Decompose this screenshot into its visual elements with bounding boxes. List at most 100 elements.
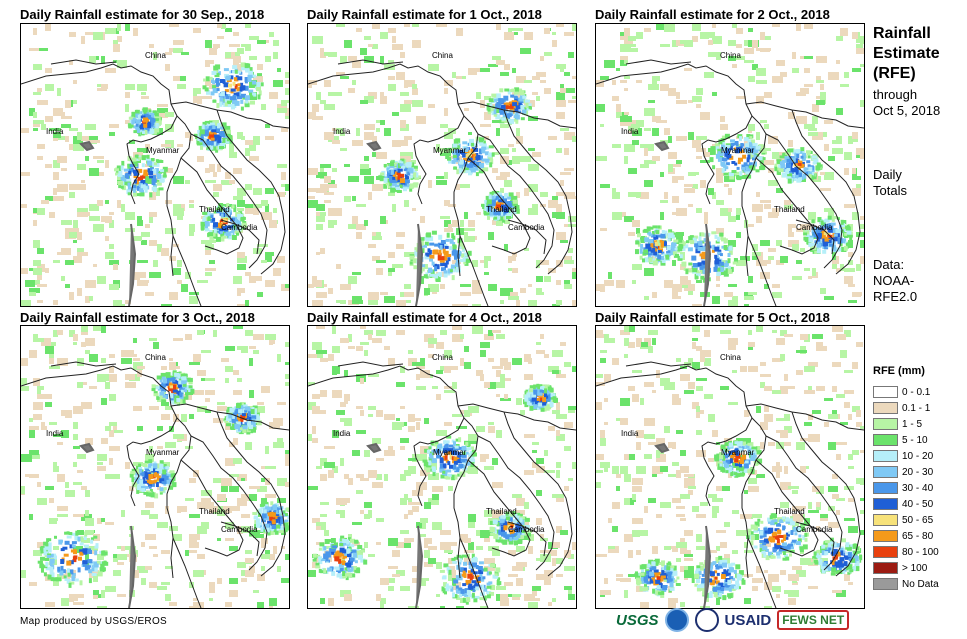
rainfall-cell: [632, 140, 639, 145]
rainfall-cell: [792, 68, 799, 73]
rainfall-cell: [760, 272, 770, 279]
rainfall-cell: [476, 212, 481, 215]
rainfall-cell: [269, 338, 275, 344]
rainfall-cell: [516, 76, 526, 83]
rainfall-cell: [316, 326, 325, 329]
rainfall-cell: [308, 188, 316, 192]
country-border: [170, 403, 289, 431]
rainfall-cell: [380, 92, 384, 96]
rainfall-cell: [231, 228, 236, 232]
rainfall-cell: [504, 394, 508, 399]
rainfall-cell: [285, 454, 289, 462]
rainfall-cell: [147, 466, 151, 470]
rainfall-cell: [29, 418, 33, 422]
rainfall-cell: [426, 252, 432, 257]
rainfall-cell: [137, 168, 143, 173]
rainfall-cell: [717, 267, 721, 272]
rainfall-cell: [711, 249, 715, 253]
rainfall-cell: [29, 426, 39, 430]
rainfall-cell: [513, 199, 518, 204]
rainfall-cell: [324, 52, 329, 56]
rainfall-cell: [150, 118, 156, 123]
rainfall-cell: [400, 104, 411, 112]
rainfall-cell: [848, 300, 857, 303]
rainfall-cell: [137, 366, 145, 369]
rainfall-cell: [782, 159, 787, 163]
rainfall-cell: [245, 204, 253, 208]
rainfall-cell: [256, 416, 260, 420]
rainfall-cell: [464, 261, 469, 266]
rainfall-cell: [43, 551, 49, 556]
rainfall-cell: [564, 280, 570, 284]
rainfall-cell: [348, 176, 359, 182]
no-data-area: [654, 140, 712, 306]
rainfall-cell: [179, 399, 183, 404]
rainfall-cell: [518, 88, 522, 92]
rainfall-cell: [797, 162, 802, 166]
rainfall-cell: [468, 138, 474, 143]
rainfall-cell: [837, 240, 842, 245]
rainfall-cell: [21, 386, 29, 391]
rainfall-cell: [548, 602, 552, 606]
rainfall-cell: [409, 186, 413, 192]
rainfall-cell: [452, 251, 456, 254]
rainfall-cell: [81, 402, 92, 409]
country-border: [765, 133, 843, 269]
rainfall-cell: [285, 80, 289, 84]
rainfall-cell: [105, 160, 109, 168]
rainfall-cell: [84, 531, 88, 537]
rainfall-cell: [245, 442, 252, 450]
rainfall-cell: [806, 160, 811, 164]
rainfall-cell: [230, 90, 234, 94]
rainfall-cell: [201, 522, 209, 529]
rainfall-cell: [149, 192, 153, 198]
rainfall-cell: [273, 52, 278, 59]
rainfall-cell: [496, 370, 501, 377]
rainfall-cell: [752, 157, 755, 161]
rainfall-cell: [43, 541, 49, 546]
rainfall-cell: [814, 248, 818, 254]
rainfall-cell: [237, 64, 242, 72]
rainfall-cell: [657, 254, 662, 260]
rainfall-cell: [189, 514, 200, 518]
rainfall-cell: [62, 546, 68, 550]
rainfall-cell: [173, 208, 184, 216]
rainfall-cell: [137, 260, 148, 263]
rainfall-cell: [165, 124, 174, 132]
rainfall-cell: [392, 176, 396, 180]
rainfall-cell: [488, 426, 495, 433]
rainfall-cell: [524, 374, 533, 380]
rainfall-cell: [257, 574, 265, 581]
rainfall-cell: [216, 88, 220, 92]
rainfall-cell: [324, 84, 331, 87]
rainfall-cell: [676, 232, 684, 236]
rainfall-cell: [141, 542, 145, 547]
rainfall-cell: [510, 195, 514, 199]
rainfall-cell: [392, 550, 400, 557]
rainfall-cell: [209, 164, 215, 172]
rainfall-cell: [489, 162, 493, 168]
rainfall-cell: [193, 390, 204, 395]
rainfall-cell: [445, 238, 450, 242]
rainfall-cell: [489, 103, 493, 107]
rainfall-cell: [568, 216, 576, 222]
rainfall-cell: [832, 148, 843, 154]
rainfall-cell: [187, 377, 193, 382]
rainfall-cell: [451, 275, 455, 281]
rainfall-cell: [121, 546, 125, 551]
rainfall-cell: [676, 136, 687, 141]
rainfall-cell: [844, 232, 848, 236]
rainfall-cell: [269, 516, 273, 521]
rainfall-cell: [460, 284, 471, 287]
rainfall-cell: [260, 505, 266, 509]
rainfall-cell: [250, 100, 255, 105]
rainfall-cell: [261, 538, 268, 544]
rainfall-cell: [161, 414, 170, 420]
rainfall-cell: [823, 241, 828, 247]
rainfall-cell: [426, 232, 432, 238]
rainfall-cell: [824, 218, 830, 223]
rainfall-cell: [714, 254, 718, 259]
rainfall-cell: [443, 270, 447, 276]
rainfall-cell: [171, 377, 176, 383]
rainfall-cell: [720, 147, 725, 152]
